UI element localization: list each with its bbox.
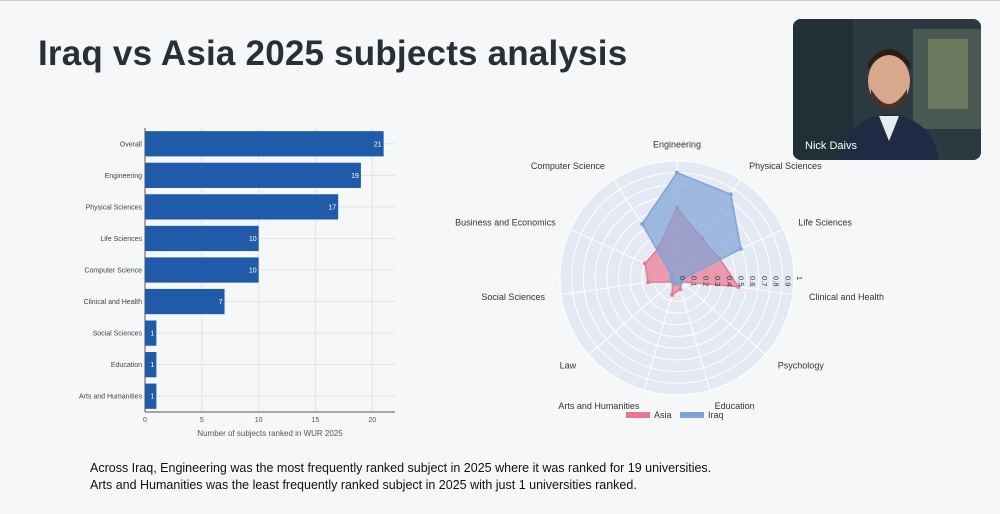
participant-name-label: Nick Daivs [805, 140, 857, 152]
radar-point-asia [643, 261, 648, 266]
radar-axis-label: Computer Science [531, 161, 605, 171]
radar-axis-label: Life Sciences [798, 218, 852, 228]
slide-title: Iraq vs Asia 2025 subjects analysis [38, 34, 628, 73]
legend-label-iraq: Iraq [708, 410, 724, 420]
top-divider [0, 0, 1000, 1]
bar-category-label: Physical Sciences [86, 204, 143, 211]
participant-video-tile[interactable]: Nick Daivs [793, 19, 981, 160]
bar-x-tick-label: 0 [143, 417, 147, 424]
bar-arts-and-humanities [145, 383, 157, 409]
radar-axis-label: Clinical and Health [809, 292, 884, 302]
radar-point-iraq [669, 276, 674, 281]
radar-axis-label: Business and Economics [455, 218, 556, 228]
radar-radial-tick: 0.2 [701, 276, 710, 286]
radar-point-iraq [640, 221, 645, 226]
radar-radial-tick: 0.5 [737, 276, 746, 286]
radar-axis-label: Engineering [653, 140, 701, 150]
bar-category-label: Education [111, 362, 142, 369]
bar-life-sciences [145, 225, 259, 252]
caption-line-2: Arts and Humanities was the least freque… [90, 478, 637, 492]
radar-point-asia [678, 287, 683, 292]
legend-swatch-iraq [680, 412, 704, 418]
bar-data-label: 19 [351, 173, 359, 180]
bar-category-label: Life Sciences [100, 236, 142, 243]
bar-computer-science [145, 257, 259, 283]
bar-social-sciences [145, 320, 157, 346]
bar-education [145, 352, 157, 378]
bar-clinical-and-health [145, 288, 225, 315]
bar-x-axis-title: Number of subjects ranked in WUR 2025 [197, 429, 343, 438]
radar-point-asia [736, 284, 741, 289]
radar-radial-tick: 0.8 [772, 276, 781, 286]
radar-axis-label: Social Sciences [481, 292, 545, 302]
radar-radial-tick: 0.3 [713, 276, 722, 286]
bar-x-tick-label: 20 [368, 417, 376, 424]
radar-radial-tick: 0 [678, 276, 687, 280]
radar-axis-label: Psychology [778, 360, 825, 370]
bar-engineering [145, 162, 361, 188]
bar-physical-sciences [145, 194, 339, 220]
bar-x-tick-label: 10 [255, 417, 263, 424]
bar-category-label: Overall [120, 141, 143, 148]
radar-axis-label: Education [715, 401, 755, 411]
caption-line-1: Across Iraq, Engineering was the most fr… [90, 461, 712, 475]
radar-point-iraq [669, 273, 674, 278]
bar-overall [145, 131, 384, 157]
radar-axis-label: Arts and Humanities [558, 401, 640, 411]
bar-category-label: Engineering [105, 173, 142, 180]
bar-category-label: Clinical and Health [84, 299, 142, 306]
radar-radial-tick: 0.1 [690, 276, 699, 286]
bar-data-label: 1 [150, 394, 154, 401]
radar-point-iraq [676, 281, 681, 286]
bar-category-label: Arts and Humanities [79, 394, 143, 401]
radar-radial-tick: 0.9 [783, 276, 792, 286]
radar-chart: 0 0.1 0.2 0.3 0.4 0.5 0.6 0.7 0.8 0.9 1 Engineering… [455, 140, 884, 420]
bar-chart: 0 5 10 15 20 Overall 21 Engineering 19 Physical S… [79, 128, 395, 438]
legend-swatch-asia [626, 412, 650, 418]
legend-label-asia: Asia [654, 410, 672, 420]
radar-radial-tick: 0.6 [748, 276, 757, 286]
bar-data-label: 1 [150, 362, 154, 369]
radar-spoke [676, 277, 711, 391]
bar-x-tick-label: 15 [312, 417, 320, 424]
radar-axis-label: Physical Sciences [749, 161, 822, 171]
radar-spoke [676, 277, 766, 355]
bar-category-label: Computer Science [84, 268, 142, 275]
radar-point-asia [646, 280, 651, 285]
slide-caption: Across Iraq, Engineering was the most fr… [90, 460, 890, 494]
radar-spoke [588, 277, 678, 355]
bar-data-label: 7 [219, 299, 223, 306]
radar-point-asia [670, 292, 675, 297]
bar-category-label: Social Sciences [93, 331, 143, 338]
radar-radial-tick: 1 [795, 276, 804, 280]
radar-axis-label: Law [560, 360, 577, 370]
bar-x-tick-label: 5 [200, 417, 204, 424]
bar-data-label: 1 [150, 331, 154, 338]
bar-data-label: 21 [374, 141, 382, 148]
radar-radial-tick: 0.7 [760, 276, 769, 286]
radar-point-iraq [728, 192, 733, 197]
radar-point-iraq [670, 279, 675, 284]
bar-data-label: 10 [249, 236, 257, 243]
radar-point-iraq [675, 170, 679, 175]
radar-radial-tick: 0.4 [725, 276, 734, 286]
participant-video-feed [793, 19, 981, 160]
radar-point-iraq [680, 276, 685, 281]
bar-data-label: 10 [249, 268, 257, 275]
radar-point-iraq [738, 246, 743, 251]
bar-data-label: 17 [328, 204, 336, 211]
